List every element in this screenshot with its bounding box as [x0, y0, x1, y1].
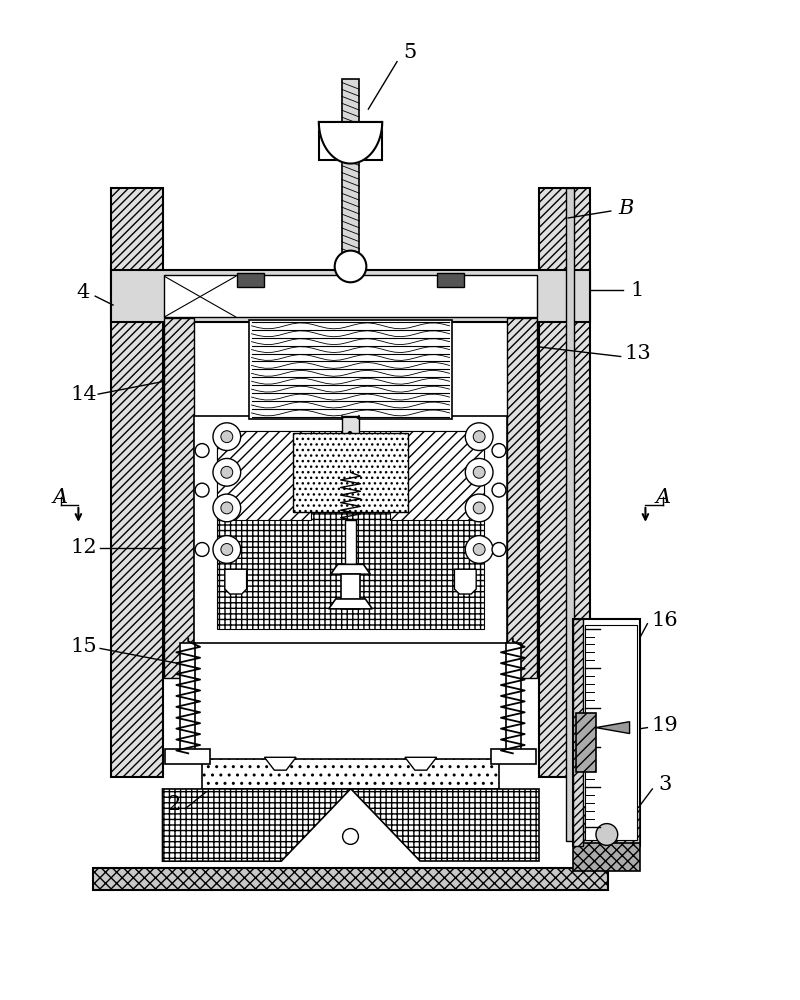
Bar [319, 122, 382, 160]
Circle shape [474, 431, 485, 443]
Circle shape [492, 483, 506, 497]
Text: B: B [618, 199, 634, 218]
Text: 15: 15 [70, 637, 97, 656]
Bar [342, 416, 359, 480]
Circle shape [221, 502, 233, 514]
Text: 2: 2 [168, 795, 181, 814]
Bar [573, 843, 641, 871]
Circle shape [342, 829, 358, 844]
Bar [249, 320, 453, 419]
Circle shape [221, 544, 233, 555]
Circle shape [492, 543, 506, 556]
Circle shape [474, 544, 485, 555]
Polygon shape [265, 757, 296, 770]
Bar [342, 79, 359, 277]
Bar [573, 807, 641, 846]
Bar [491, 749, 535, 764]
Circle shape [221, 466, 233, 478]
Bar [538, 188, 590, 777]
Bar [165, 318, 194, 678]
Text: 14: 14 [70, 385, 97, 404]
Polygon shape [596, 722, 630, 734]
Circle shape [596, 824, 618, 845]
Bar [237, 273, 265, 287]
Polygon shape [319, 122, 382, 164]
Polygon shape [454, 569, 476, 594]
Polygon shape [162, 789, 350, 861]
Bar [585, 625, 637, 840]
Bar [111, 188, 162, 777]
Bar [573, 619, 641, 846]
Bar [507, 318, 537, 678]
Bar [506, 643, 521, 752]
Polygon shape [405, 757, 437, 770]
Text: 13: 13 [624, 344, 651, 363]
Text: 5: 5 [403, 43, 417, 62]
Circle shape [213, 494, 241, 522]
Bar [217, 431, 484, 629]
Bar [293, 433, 408, 512]
Circle shape [466, 536, 493, 563]
Bar [165, 275, 537, 317]
Bar [217, 431, 311, 520]
Circle shape [195, 444, 209, 457]
Polygon shape [329, 599, 372, 609]
Circle shape [195, 543, 209, 556]
Circle shape [195, 483, 209, 497]
Bar [437, 273, 464, 287]
Text: 4: 4 [77, 283, 90, 302]
Circle shape [221, 431, 233, 443]
Text: 19: 19 [652, 716, 678, 735]
Text: 1: 1 [631, 281, 644, 300]
Bar [345, 520, 357, 574]
Polygon shape [225, 569, 246, 594]
Bar [576, 713, 596, 772]
Text: A: A [53, 488, 68, 507]
Circle shape [474, 502, 485, 514]
Bar [194, 416, 507, 643]
Bar [180, 643, 195, 752]
Circle shape [466, 458, 493, 486]
Circle shape [213, 458, 241, 486]
Circle shape [492, 444, 506, 457]
Bar [341, 574, 361, 609]
Circle shape [466, 423, 493, 451]
Bar [111, 270, 590, 322]
Bar [94, 868, 608, 890]
Bar [573, 619, 583, 846]
Circle shape [213, 536, 241, 563]
Bar [166, 749, 210, 764]
Circle shape [474, 466, 485, 478]
Polygon shape [350, 789, 538, 861]
Bar [390, 431, 484, 520]
Polygon shape [330, 564, 370, 574]
Circle shape [334, 251, 366, 282]
Text: 12: 12 [70, 538, 97, 557]
Bar [566, 188, 574, 841]
Text: 16: 16 [652, 611, 678, 630]
Circle shape [466, 494, 493, 522]
Circle shape [213, 423, 241, 451]
Text: A: A [656, 488, 670, 507]
Bar [202, 759, 499, 789]
Text: 3: 3 [658, 776, 672, 794]
